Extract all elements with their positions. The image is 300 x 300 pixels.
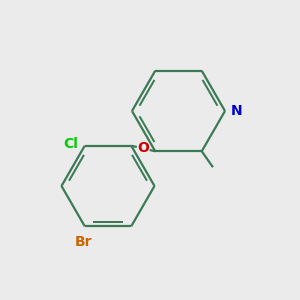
Text: Br: Br — [74, 235, 92, 249]
Text: Cl: Cl — [63, 137, 78, 151]
Text: N: N — [230, 104, 242, 118]
Text: O: O — [137, 142, 149, 155]
